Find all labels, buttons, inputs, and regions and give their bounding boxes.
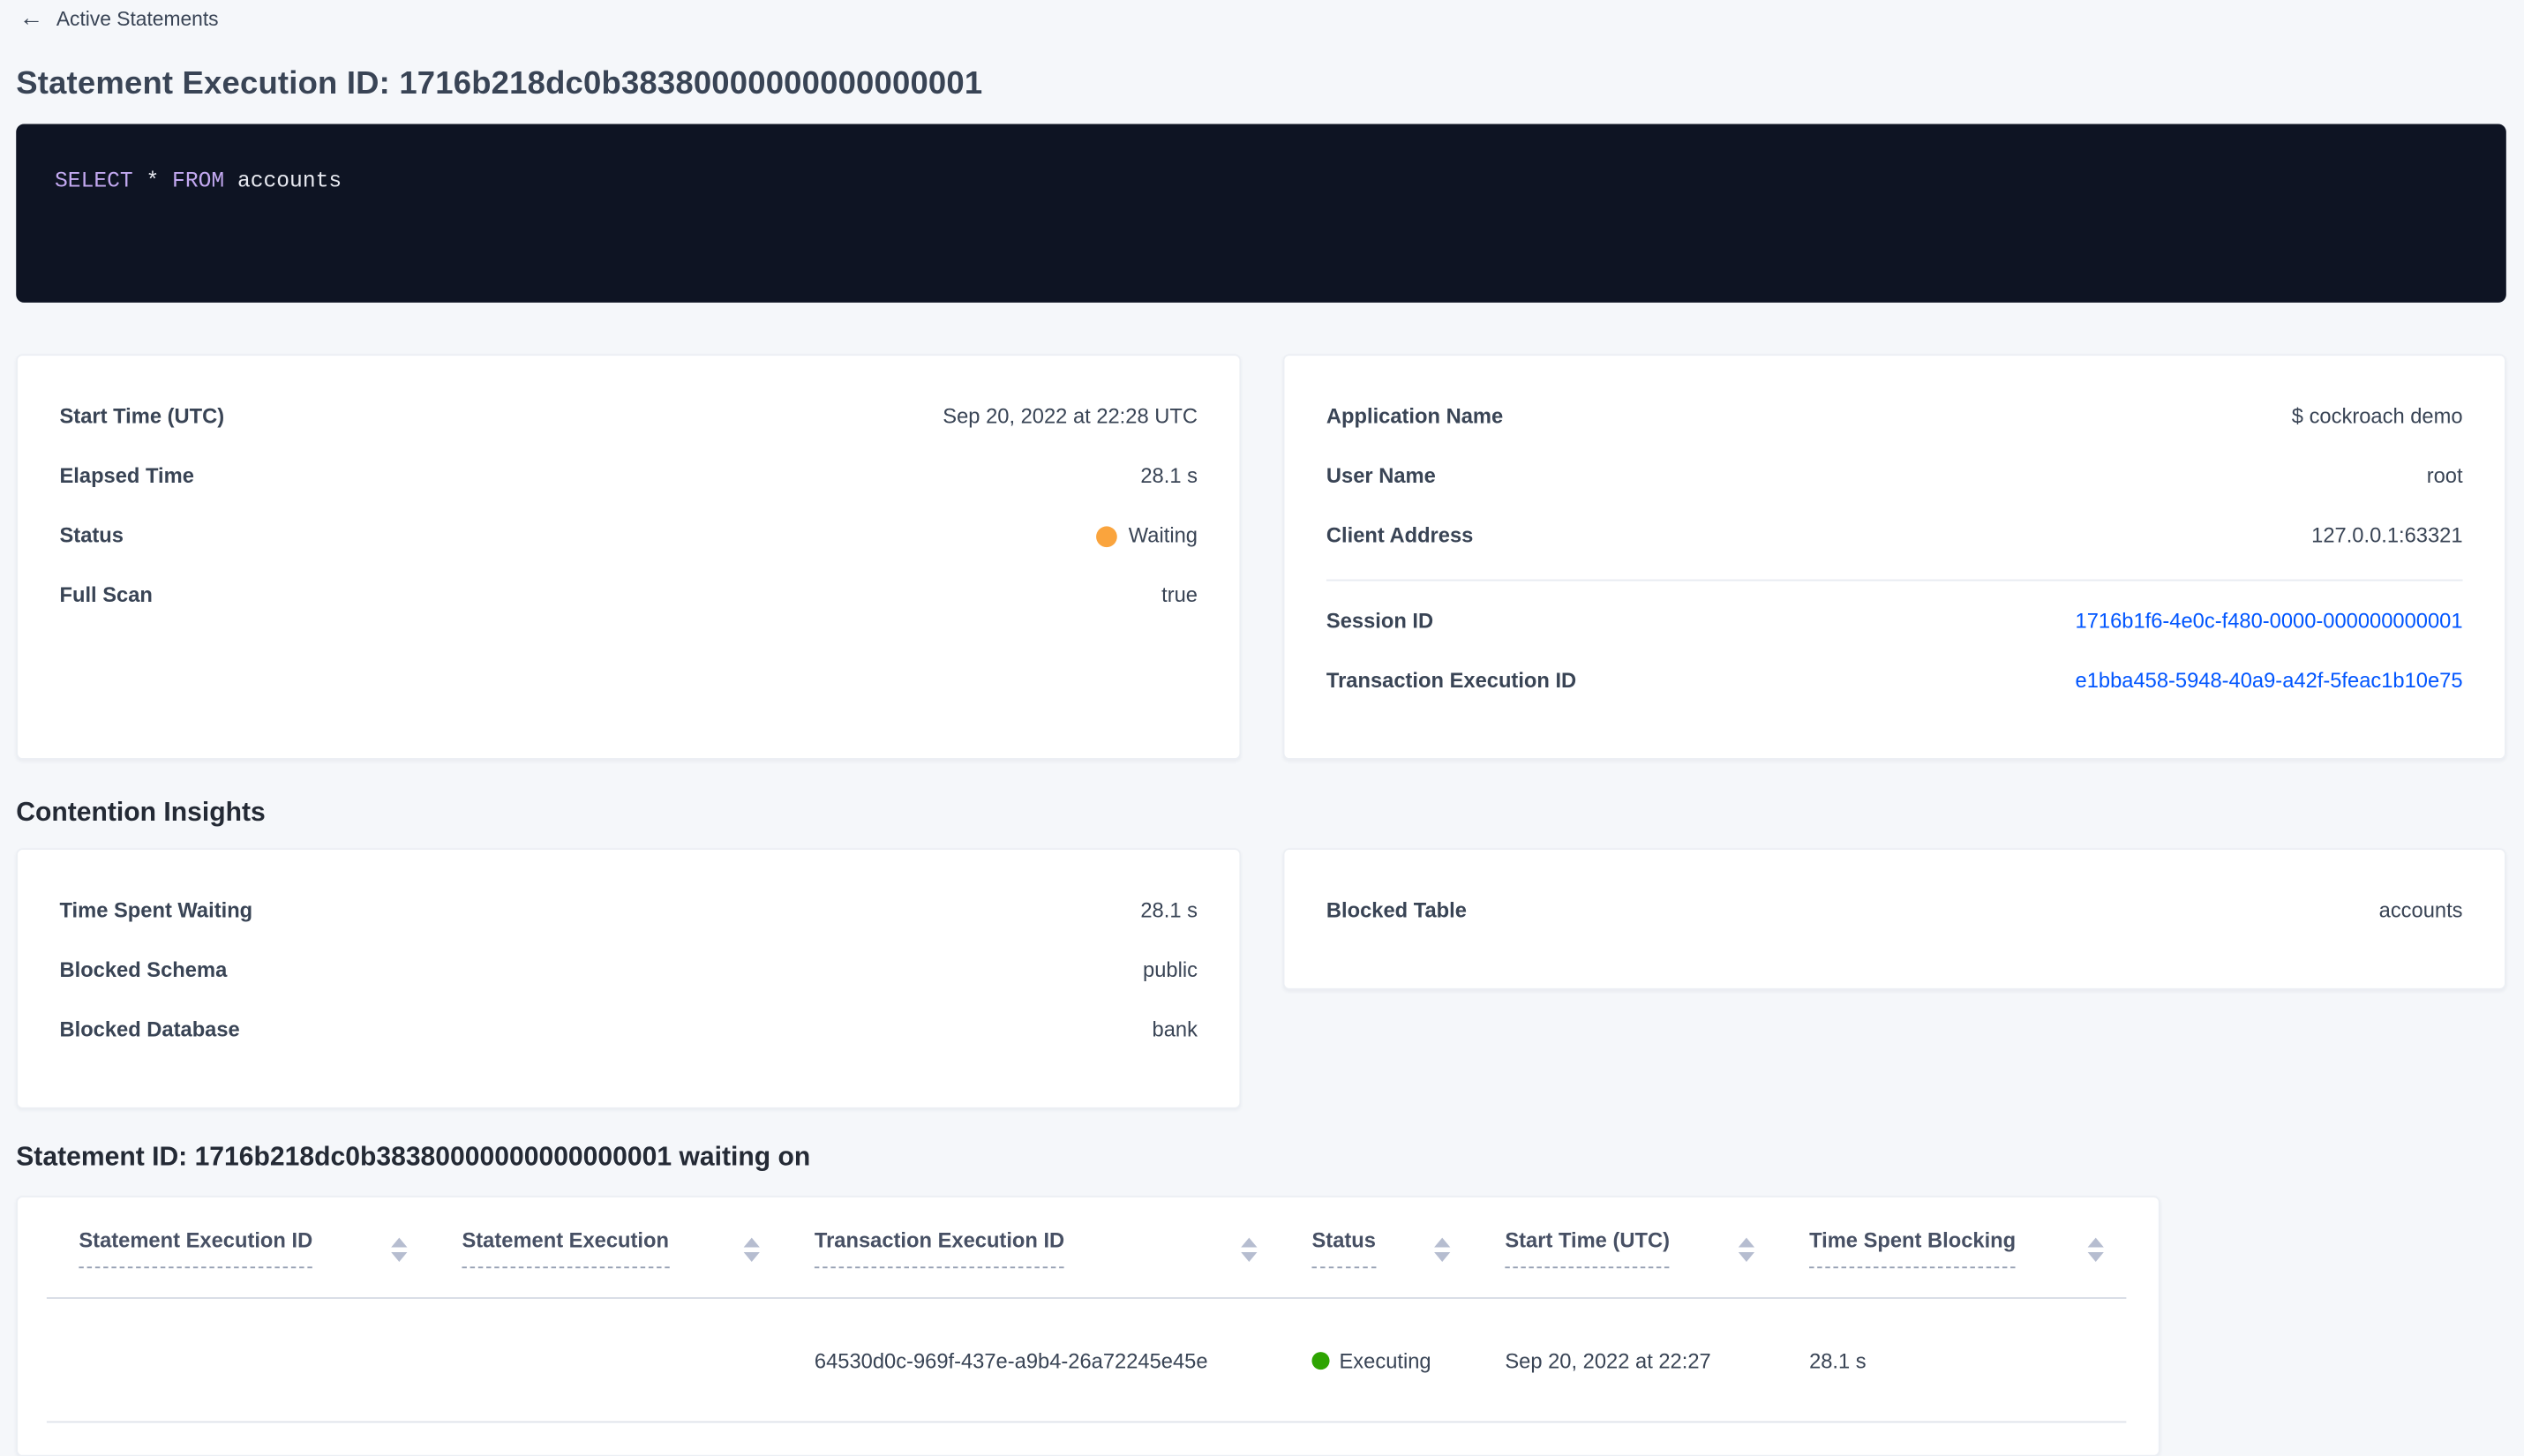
column-header-start-time[interactable]: Start Time (UTC) [1473,1227,1777,1269]
time-spent-waiting-value: 28.1 s [1140,897,1198,923]
contention-insights-heading: Contention Insights [16,798,266,828]
client-address-label: Client Address [1326,522,1474,548]
column-header-time-spent-blocking[interactable]: Time Spent Blocking [1777,1227,2127,1269]
column-header-statement-execution-id[interactable]: Statement Execution ID [47,1227,430,1269]
sort-icon[interactable] [1434,1227,1451,1262]
cell-time-spent-blocking: 28.1 s [1809,1347,1867,1372]
cell-start-time: Sep 20, 2022 at 22:27 [1505,1347,1711,1372]
application-name-row: Application Name $ cockroach demo [1326,401,2463,432]
cell-status: Executing [1280,1348,1473,1372]
cell-transaction-execution-id: 64530d0c-969f-437e-a9b4-26a72245e45e [814,1347,1208,1372]
session-id-label: Session ID [1326,608,1434,633]
elapsed-time-value: 28.1 s [1140,463,1198,488]
transaction-execution-id-link[interactable]: e1bba458-5948-40a9-a42f-5feac1b10e75 [2075,667,2463,693]
elapsed-time-row: Elapsed Time 28.1 s [59,461,1197,492]
sort-icon[interactable] [743,1227,760,1262]
table-header-row: Statement Execution ID Statement Executi… [46,1197,2127,1299]
sort-icon[interactable] [2087,1227,2104,1262]
full-scan-value: true [1161,582,1198,607]
waiting-on-table: Statement Execution ID Statement Executi… [46,1197,2127,1423]
sql-keyword: FROM [172,170,225,195]
time-spent-waiting-label: Time Spent Waiting [59,897,253,923]
blocked-table-card: Blocked Table accounts [1282,848,2506,990]
sort-icon[interactable] [1738,1227,1755,1262]
start-time-row: Start Time (UTC) Sep 20, 2022 at 22:28 U… [59,401,1197,432]
session-details-card: Application Name $ cockroach demo User N… [1282,354,2506,760]
blocked-schema-value: public [1143,957,1198,982]
application-name-value: $ cockroach demo [2291,403,2463,429]
executing-status-text: Executing [1339,1347,1431,1372]
transaction-execution-id-label: Transaction Execution ID [1326,667,1577,693]
sql-star: * [146,170,160,195]
user-name-label: User Name [1326,463,1436,488]
start-time-label: Start Time (UTC) [59,403,225,429]
blocked-database-value: bank [1152,1017,1198,1042]
blocked-table-value: accounts [2378,897,2463,923]
waiting-on-heading: Statement ID: 1716b218dc0b38380000000000… [16,1142,811,1172]
sql-identifier: accounts [237,170,342,195]
back-arrow-icon: ← [19,4,44,33]
column-header-transaction-execution-id[interactable]: Transaction Execution ID [782,1227,1280,1269]
column-header-statement-execution[interactable]: Statement Execution [430,1227,782,1269]
overview-cards-row: Start Time (UTC) Sep 20, 2022 at 22:28 U… [16,303,2506,760]
contention-cards-row: Time Spent Waiting 28.1 s Blocked Schema… [16,848,2506,1109]
sort-icon[interactable] [1241,1227,1258,1262]
client-address-row: Client Address 127.0.0.1:63321 [1326,520,2463,552]
sql-keyword: SELECT [55,170,133,195]
contention-details-card: Time Spent Waiting 28.1 s Blocked Schema… [16,848,1242,1109]
execution-details-card: Start Time (UTC) Sep 20, 2022 at 22:28 U… [16,354,1242,760]
breadcrumb[interactable]: ← Active Statements [0,0,2524,32]
status-text: Waiting [1128,522,1198,548]
blocked-database-label: Blocked Database [59,1017,240,1042]
session-id-link[interactable]: 1716b1f6-4e0c-f480-0000-000000000001 [2075,608,2463,633]
column-header-status[interactable]: Status [1280,1227,1473,1269]
full-scan-label: Full Scan [59,582,153,607]
blocked-schema-row: Blocked Schema public [59,955,1197,987]
full-scan-row: Full Scan true [59,580,1197,612]
status-label: Status [59,522,124,548]
status-waiting-dot-icon [1096,525,1118,547]
card-divider [1326,579,2463,582]
sql-statement: SELECT * FROM accounts [55,170,342,194]
elapsed-time-label: Elapsed Time [59,463,194,488]
blocked-database-row: Blocked Database bank [59,1014,1197,1046]
blocked-table-label: Blocked Table [1326,897,1467,923]
client-address-value: 127.0.0.1:63321 [2311,522,2463,548]
blocked-schema-label: Blocked Schema [59,957,228,982]
start-time-value: Sep 20, 2022 at 22:28 UTC [943,403,1198,429]
user-name-value: root [2426,463,2463,488]
status-value: Waiting [1096,520,1198,552]
page-title: Statement Execution ID: 1716b218dc0b3838… [16,65,983,101]
sort-icon[interactable] [391,1227,408,1262]
session-id-row: Session ID 1716b1f6-4e0c-f480-0000-00000… [1326,605,2463,637]
table-row: 64530d0c-969f-437e-a9b4-26a72245e45e Exe… [46,1299,2127,1423]
time-spent-waiting-row: Time Spent Waiting 28.1 s [59,895,1197,927]
sql-statement-box: SELECT * FROM accounts [16,124,2506,303]
user-name-row: User Name root [1326,461,2463,492]
blocked-table-row: Blocked Table accounts [1326,895,2463,927]
status-row: Status Waiting [59,520,1197,552]
status-executing-dot-icon [1311,1351,1330,1370]
application-name-label: Application Name [1326,403,1504,429]
transaction-execution-id-row: Transaction Execution ID e1bba458-5948-4… [1326,664,2463,696]
breadcrumb-label: Active Statements [56,7,219,30]
waiting-on-table-card: Statement Execution ID Statement Executi… [16,1196,2160,1456]
